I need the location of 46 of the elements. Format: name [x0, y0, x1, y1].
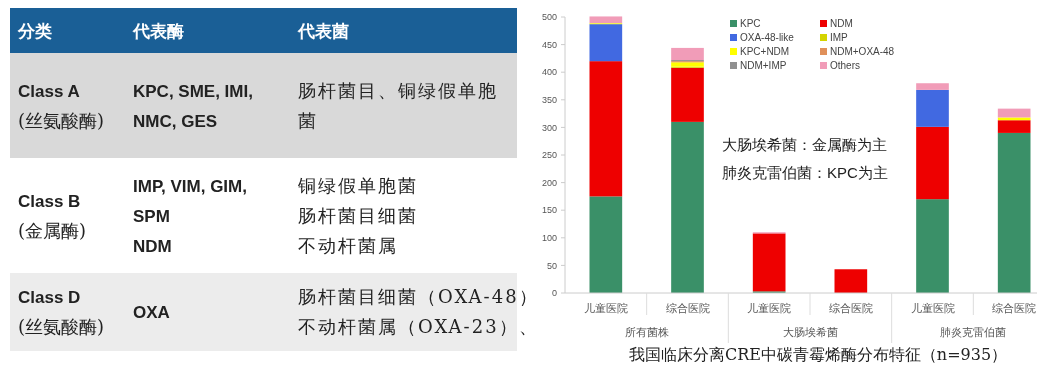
- text: Class D (丝氨酸酶): [18, 288, 105, 337]
- text: 我国临床分离CRE中碳青霉烯酶分布特征（n=935）: [628, 345, 1008, 364]
- legend-label: NDM+IMP: [740, 60, 787, 71]
- text: Class B (金属酶): [18, 191, 87, 241]
- text: 铜绿假单胞菌: [298, 174, 418, 196]
- text: 大肠埃希菌: [782, 326, 838, 338]
- y-tick-label: 250: [541, 150, 557, 161]
- y-tick-label: 500: [541, 12, 557, 23]
- text: 肠杆菌目细菌: [298, 204, 418, 226]
- text: IMP, VIM, GIM, SPM NDM: [133, 176, 247, 256]
- y-tick-label: 100: [541, 232, 557, 243]
- y-tick-label: 200: [541, 177, 557, 188]
- annotation: 大肠埃希菌：金属酶为主: [722, 136, 887, 153]
- y-tick-label: 400: [541, 67, 557, 78]
- legend-label: NDM: [830, 18, 853, 29]
- x-tick-label: 儿童医院: [910, 302, 955, 314]
- x-tick-label: 儿童医院: [747, 302, 792, 314]
- text: KPC, SME, IMI, NMC, GES: [133, 81, 253, 131]
- legend-label: Others: [830, 60, 861, 71]
- legend-label: KPC: [740, 18, 761, 29]
- annotation: 肺炎克雷伯菌：KPC为主: [722, 164, 888, 181]
- x-tick-label: 综合医院: [992, 302, 1037, 314]
- text: 不动杆菌属（OXA-23）、: [298, 316, 539, 337]
- y-tick-label: 150: [541, 205, 557, 216]
- text: OXA: [133, 303, 170, 322]
- legend-label: OXA-48-like: [740, 32, 795, 43]
- y-tick-label: 350: [541, 94, 557, 105]
- text: Class A (丝氨酸酶): [18, 81, 105, 131]
- category-label: 分类: [17, 21, 52, 41]
- category-label: 代表菌: [297, 21, 349, 41]
- legend-label: IMP: [830, 32, 849, 43]
- y-tick-label: 50: [546, 260, 557, 271]
- y-tick-label: 300: [541, 122, 557, 133]
- y-tick-label: 450: [541, 39, 557, 50]
- text: 肠杆菌目、铜绿假单胞菌: [298, 79, 498, 131]
- y-tick-label: 0: [551, 288, 557, 299]
- text: 所有菌株: [624, 326, 669, 338]
- x-tick-label: 儿童医院: [583, 302, 628, 314]
- category-label: 代表酶: [132, 21, 184, 41]
- x-tick-label: 综合医院: [665, 302, 710, 314]
- text: 肺炎克雷伯菌: [940, 326, 1007, 338]
- legend-label: NDM+OXA-48: [830, 46, 895, 57]
- text: 肠杆菌目细菌（OXA-48）: [298, 286, 539, 307]
- text: 不动杆菌属: [298, 234, 398, 256]
- legend-label: KPC+NDM: [740, 46, 790, 57]
- x-tick-label: 综合医院: [828, 302, 873, 314]
